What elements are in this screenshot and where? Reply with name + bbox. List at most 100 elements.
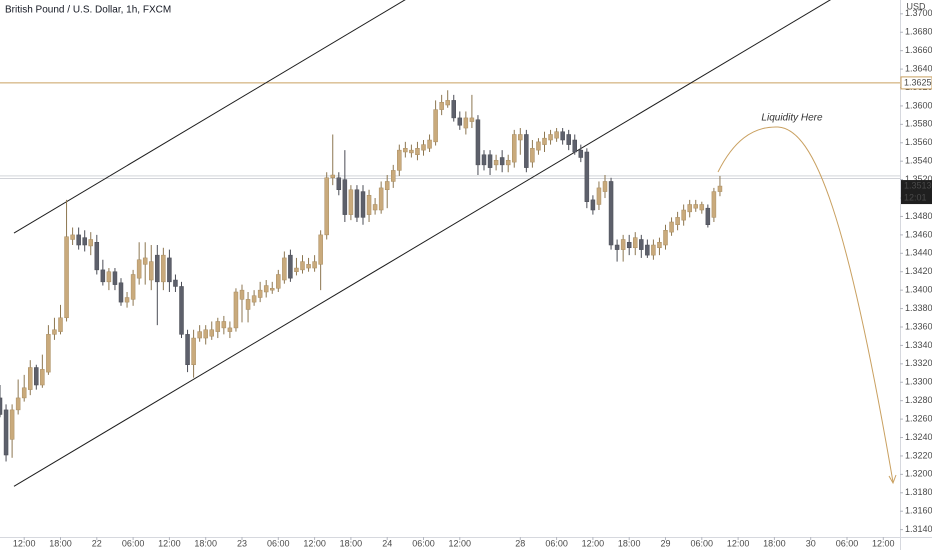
candle-body (52, 329, 57, 335)
candle-body (711, 191, 717, 218)
x-tick-label: 12:00 (582, 538, 605, 548)
candle-body (669, 221, 674, 233)
x-tick-label: 30 (806, 538, 816, 548)
plot-area (0, 0, 900, 487)
candle-body (306, 264, 311, 269)
candle-body (294, 267, 299, 272)
candle-body (348, 189, 354, 215)
candle-body (342, 179, 348, 215)
y-tick-label: 1.36600 (905, 45, 932, 55)
candle-body (645, 244, 650, 256)
candle-body (463, 117, 469, 129)
candle-body (378, 187, 384, 211)
candle-body (221, 321, 227, 329)
y-tick-label: 1.36000 (905, 100, 932, 110)
x-tick-label: 18:00 (763, 538, 786, 548)
x-tick-label: 18:00 (194, 538, 217, 548)
y-tick-label: 1.32200 (905, 450, 932, 460)
candle-body (354, 189, 360, 218)
x-tick-label: 18:00 (49, 538, 72, 548)
candle-body (173, 279, 178, 287)
candle-body (590, 199, 596, 211)
x-tick-label: 18:00 (618, 538, 641, 548)
candle-body (312, 261, 317, 269)
y-tick-label: 1.33400 (905, 340, 932, 350)
annotation: Liquidity Here (761, 113, 823, 124)
candle-body (245, 299, 251, 310)
candle-body (197, 331, 202, 339)
x-tick-label: 12:00 (872, 538, 895, 548)
candle-body (0, 397, 3, 415)
y-tick-label: 1.35200 (905, 174, 932, 184)
y-tick-label: 1.31400 (905, 524, 932, 534)
candle-body (15, 397, 21, 411)
x-tick-label: 12:00 (158, 538, 181, 548)
y-tick-label: 1.36800 (905, 27, 932, 37)
candle-body (324, 177, 329, 236)
candle-body (505, 160, 511, 166)
candle-body (106, 271, 112, 283)
candle-body (270, 288, 275, 291)
candle-body (34, 367, 39, 386)
x-tick-label: 12:00 (303, 538, 326, 548)
x-tick-label: 06:00 (267, 538, 290, 548)
candle-body (493, 160, 499, 166)
candle-body (675, 217, 680, 225)
y-tick-label: 1.35800 (905, 119, 932, 129)
currency-label: USD (906, 1, 926, 11)
x-tick-label: 18:00 (340, 538, 363, 548)
candle-body (100, 269, 106, 283)
candle-body (58, 317, 63, 332)
candle-body (46, 334, 51, 373)
candle-body (524, 134, 529, 168)
candle-body (681, 209, 686, 221)
last-price-label: 1.35130 (904, 180, 932, 190)
candle-body (130, 274, 136, 300)
x-tick-label: 12:00 (13, 538, 36, 548)
y-tick-label: 1.32400 (905, 432, 932, 442)
y-tick-label: 1.31600 (905, 506, 932, 516)
candle-body (161, 254, 166, 283)
candle-body (560, 131, 565, 141)
y-tick-label: 1.37000 (905, 8, 932, 18)
candle-body (21, 387, 27, 399)
trend-line (13, 0, 832, 487)
x-tick-label: 28 (515, 538, 525, 548)
candle-body (94, 241, 100, 271)
y-tick-label: 1.32600 (905, 413, 932, 423)
candle-body (633, 237, 638, 249)
candle-body (572, 139, 578, 153)
candle-body (360, 191, 366, 218)
candle-body (112, 271, 118, 285)
x-tick-label: 06:00 (412, 538, 435, 548)
candle-body (70, 234, 75, 240)
candle-body (717, 185, 723, 192)
chart-title: British Pound / U.S. Dollar, 1h, FXCM (5, 5, 171, 16)
x-tick-label: 12:00 (727, 538, 750, 548)
candle-body (384, 181, 390, 190)
candle-body (372, 204, 378, 211)
candle-body (282, 257, 287, 281)
x-tick-label: 06:00 (545, 538, 568, 548)
horizontal-line-tag (900, 76, 932, 90)
y-tick-label: 1.31800 (905, 487, 932, 497)
candle-body (620, 239, 626, 250)
candle-body (584, 151, 590, 202)
y-tick-label: 1.35400 (905, 156, 932, 166)
y-tick-label: 1.33000 (905, 377, 932, 387)
arrow-head (888, 474, 897, 485)
candle-body (155, 254, 160, 283)
y-tick-label: 1.32800 (905, 395, 932, 405)
candle-body (445, 100, 450, 106)
candle-body (626, 241, 632, 249)
candle-body (88, 239, 94, 247)
candle-body (451, 100, 457, 119)
last-price-tag (901, 180, 932, 205)
y-tick-label: 1.33800 (905, 303, 932, 313)
candle-body (639, 239, 644, 250)
candle-body (536, 141, 541, 151)
y-tick-label: 1.36400 (905, 63, 932, 73)
y-tick-label: 1.35600 (905, 137, 932, 147)
candle-body (439, 101, 444, 110)
candle-body (318, 234, 323, 265)
